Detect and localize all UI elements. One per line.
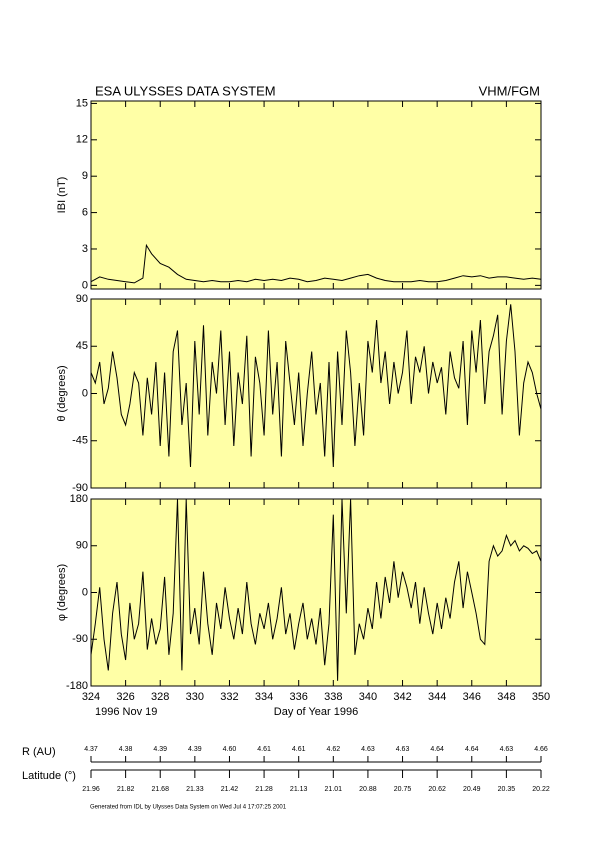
y-tick-label: 15 <box>76 97 88 109</box>
x-tick-label: 348 <box>497 691 515 703</box>
lat-value: 21.68 <box>151 786 169 793</box>
x-tick-label: 342 <box>393 691 411 703</box>
x-tick-label: 334 <box>255 691 273 703</box>
r-value: 4.62 <box>326 746 340 753</box>
y-tick-label: 90 <box>76 293 88 305</box>
x-tick-label: 328 <box>151 691 169 703</box>
y-axis-label: φ (degrees) <box>56 564 68 621</box>
r-value: 4.37 <box>84 746 98 753</box>
lat-value: 20.22 <box>532 786 550 793</box>
date-label: 1996 Nov 19 <box>95 706 157 718</box>
title: ESA ULYSSES DATA SYSTEM <box>95 83 276 98</box>
r-label: R (AU) <box>22 746 56 758</box>
lat-label: Latitude (°) <box>22 770 76 782</box>
y-tick-label: 90 <box>76 540 88 552</box>
y-tick-label: 0 <box>82 279 88 291</box>
y-tick-label: 0 <box>82 586 88 598</box>
instrument: VHM/FGM <box>479 83 540 98</box>
x-tick-label: 332 <box>220 691 238 703</box>
r-value: 4.63 <box>500 746 514 753</box>
lat-value: 20.88 <box>359 786 377 793</box>
panel <box>90 298 542 489</box>
panel <box>90 100 542 290</box>
x-tick-label: 336 <box>290 691 308 703</box>
y-tick-label: 0 <box>82 387 88 399</box>
y-tick-label: 9 <box>82 170 88 182</box>
panel <box>90 498 542 687</box>
lat-value: 21.82 <box>117 786 135 793</box>
lat-value: 20.75 <box>394 786 412 793</box>
x-tick-label: 330 <box>186 691 204 703</box>
data-line <box>90 304 542 468</box>
r-value: 4.61 <box>292 746 306 753</box>
lat-value: 21.33 <box>186 786 204 793</box>
x-tick-label: 324 <box>82 691 100 703</box>
r-value: 4.38 <box>119 746 133 753</box>
data-line <box>90 243 542 284</box>
y-tick-label: -90 <box>72 482 88 494</box>
y-tick-label: 3 <box>82 243 88 255</box>
x-tick-label: 346 <box>463 691 481 703</box>
r-value: 4.64 <box>430 746 444 753</box>
y-axis-label: θ (degrees) <box>56 365 68 421</box>
x-tick-label: 344 <box>428 691 446 703</box>
x-axis-label: Day of Year 1996 <box>274 706 358 718</box>
r-value: 4.64 <box>465 746 479 753</box>
lat-value: 21.96 <box>82 786 100 793</box>
y-tick-label: -45 <box>72 435 88 447</box>
r-value: 4.60 <box>223 746 237 753</box>
lat-value: 20.49 <box>463 786 481 793</box>
r-value: 4.39 <box>153 746 167 753</box>
y-tick-label: -90 <box>72 633 88 645</box>
y-tick-label: 45 <box>76 340 88 352</box>
y-tick-label: 12 <box>76 134 88 146</box>
footer: Generated from IDL by Ulysses Data Syste… <box>90 805 287 811</box>
x-tick-label: 326 <box>116 691 134 703</box>
y-tick-label: -180 <box>66 680 88 692</box>
r-value: 4.63 <box>396 746 410 753</box>
r-value: 4.66 <box>534 746 548 753</box>
y-tick-label: 180 <box>70 493 88 505</box>
r-value: 4.61 <box>257 746 271 753</box>
data-line <box>90 498 542 681</box>
x-tick-label: 338 <box>324 691 342 703</box>
lat-value: 21.01 <box>325 786 343 793</box>
lat-value: 21.42 <box>221 786 239 793</box>
y-axis-label: IBI (nT) <box>56 177 68 214</box>
x-tick-label: 340 <box>359 691 377 703</box>
r-value: 4.39 <box>188 746 202 753</box>
x-tick-label: 350 <box>532 691 550 703</box>
lat-value: 20.35 <box>498 786 516 793</box>
lat-value: 21.13 <box>290 786 308 793</box>
lat-value: 20.62 <box>428 786 446 793</box>
y-tick-label: 6 <box>82 206 88 218</box>
lat-value: 21.28 <box>255 786 273 793</box>
r-value: 4.63 <box>361 746 375 753</box>
